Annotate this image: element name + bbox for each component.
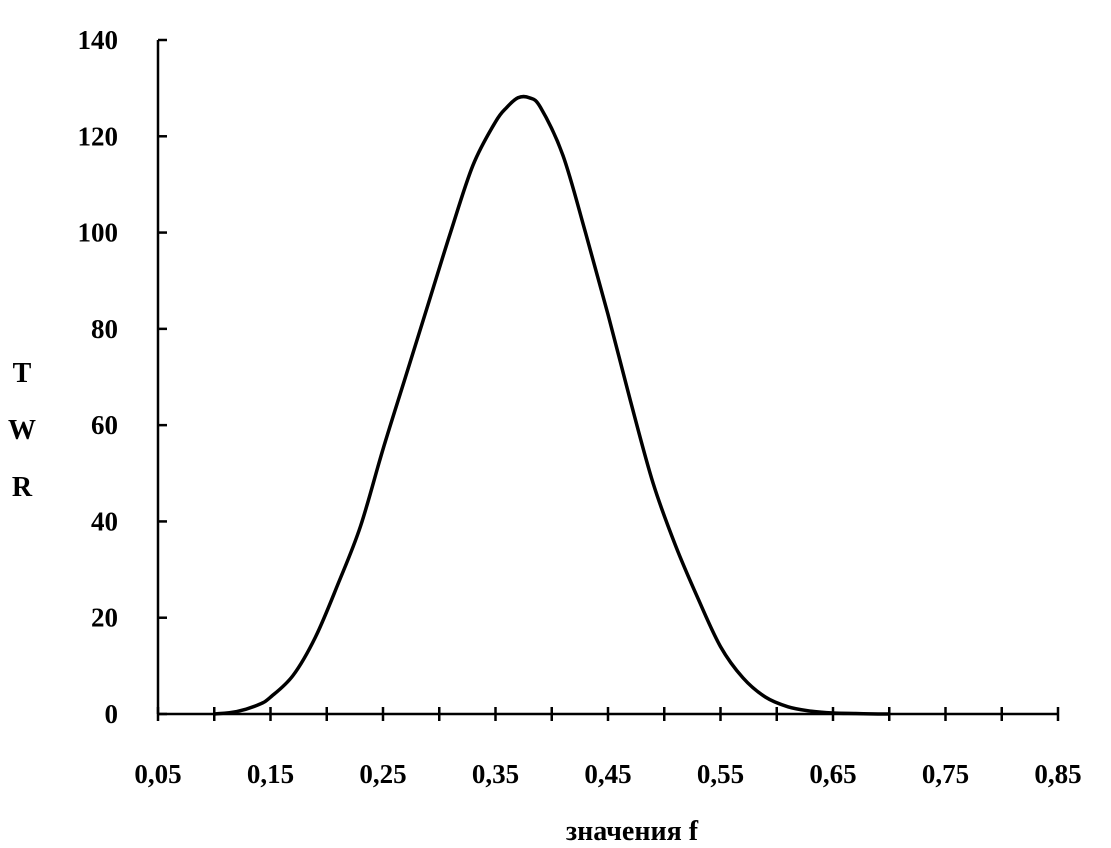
plot-area [214, 94, 890, 716]
x-axis-tick-labels: 0,05 0,15 0,25 0,35 0,45 0,55 0,65 0,75 0,85 [134, 759, 1081, 789]
x-tick-label: 0,65 [809, 759, 856, 789]
y-tick-label: 80 [91, 314, 118, 344]
x-tick-label: 0,05 [134, 759, 181, 789]
y-tick-label: 100 [78, 218, 119, 248]
y-axis-title-letter: R [12, 472, 33, 503]
twr-curve [214, 94, 890, 716]
y-tick-label: 140 [78, 25, 119, 55]
x-tick-label: 0,35 [472, 759, 519, 789]
y-tick-label: 120 [78, 121, 119, 151]
x-tick-label: 0,25 [359, 759, 406, 789]
x-tick-label: 0,55 [697, 759, 744, 789]
x-tick-label: 0,75 [922, 759, 969, 789]
x-tick-label: 0,15 [247, 759, 294, 789]
y-tick-label: 60 [91, 410, 118, 440]
x-axis-title: значения f [566, 816, 699, 847]
axes [156, 40, 1058, 716]
y-axis-tick-labels: 0 20 40 60 80 100 120 140 [78, 25, 119, 729]
y-tick-label: 40 [91, 506, 118, 536]
x-axis-ticks [156, 707, 1060, 721]
y-axis-title: TWR [8, 358, 36, 503]
y-axis-title-letter: T [13, 358, 32, 389]
y-axis-title-letter: W [8, 415, 36, 446]
x-tick-label: 0,85 [1034, 759, 1081, 789]
y-tick-label: 20 [91, 603, 118, 633]
y-axis-ticks [158, 38, 167, 716]
x-tick-label: 0,45 [584, 759, 631, 789]
y-tick-label: 0 [105, 699, 119, 729]
